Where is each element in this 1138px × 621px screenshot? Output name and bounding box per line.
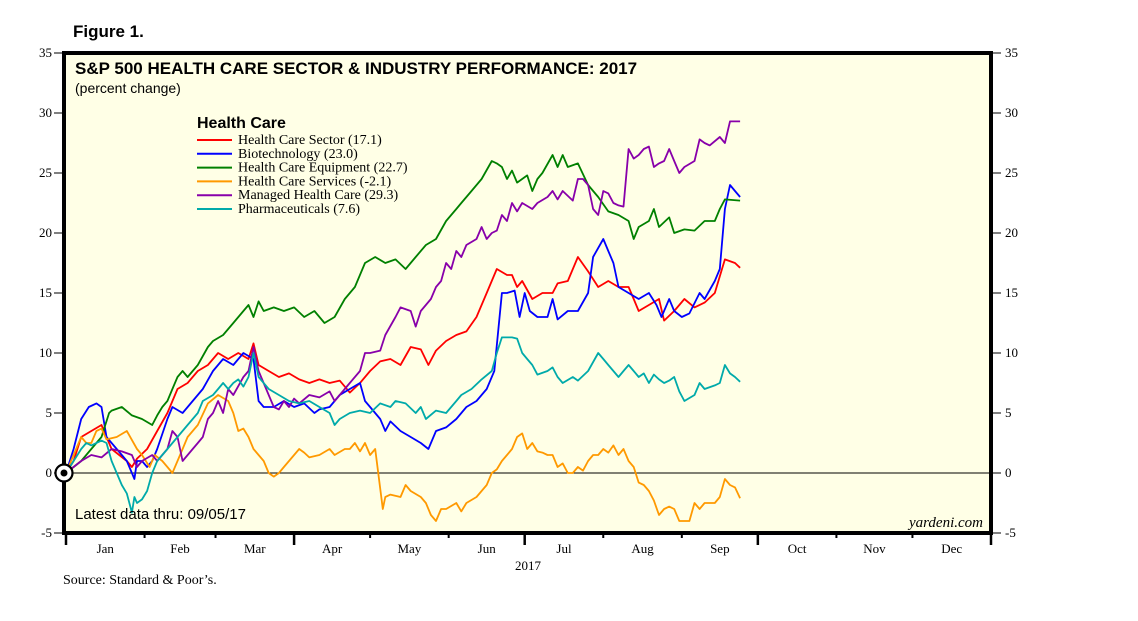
y-tick-label-left: 0: [46, 465, 53, 480]
x-tick-label: Sep: [710, 541, 730, 556]
y-axis-right: -5 0 5 10 15 20 25 30 35: [991, 45, 1018, 540]
legend-item-label: Managed Health Care (29.3): [238, 188, 398, 203]
x-axis-year-label: 2017: [515, 558, 542, 573]
y-tick-label-right: 15: [1005, 285, 1018, 300]
x-tick-label: May: [397, 541, 421, 556]
x-tick-label: Mar: [244, 541, 266, 556]
y-tick-label-left: 35: [39, 45, 52, 60]
series-line-3: [65, 394, 741, 522]
brand-watermark: yardeni.com: [907, 515, 983, 531]
chart-subtitle: (percent change): [75, 80, 181, 96]
x-tick-label: Jan: [97, 541, 115, 556]
y-tick-label-left: 25: [39, 165, 52, 180]
y-tick-label-left: 20: [39, 225, 52, 240]
legend: Health Care Health Care Sector (17.1)Bio…: [197, 115, 408, 217]
y-tick-label-right: -5: [1005, 525, 1016, 540]
legend-item-label: Pharmaceuticals (7.6): [238, 202, 360, 217]
y-tick-label-right: 0: [1005, 465, 1012, 480]
y-tick-label-right: 35: [1005, 45, 1018, 60]
x-tick-label: Nov: [863, 541, 886, 556]
y-axis-left: -5 0 5 10 15 20 25 30 35: [39, 45, 64, 540]
y-tick-label-left: 30: [39, 105, 52, 120]
y-tick-label-right: 10: [1005, 345, 1018, 360]
origin-marker-icon: [54, 463, 74, 483]
y-tick-label-right: 5: [1005, 405, 1012, 420]
source-note: Source: Standard & Poor’s.: [63, 573, 217, 588]
latest-data-note: Latest data thru: 09/05/17: [75, 506, 246, 523]
series-line-2: [65, 154, 741, 474]
series-line-1: [65, 184, 741, 480]
plot-background: [64, 53, 991, 533]
chart-title: S&P 500 HEALTH CARE SECTOR & INDUSTRY PE…: [75, 59, 637, 78]
y-tick-label-left: -5: [41, 525, 52, 540]
legend-item-label: Biotechnology (23.0): [238, 147, 358, 162]
legend-item-label: Health Care Equipment (22.7): [238, 161, 408, 176]
x-tick-label: Aug: [631, 541, 654, 556]
y-tick-label-left: 5: [46, 405, 53, 420]
x-tick-label: Feb: [170, 541, 190, 556]
legend-item-label: Health Care Services (-2.1): [238, 174, 391, 189]
x-tick-label: Oct: [788, 541, 807, 556]
series-layer: [65, 120, 741, 522]
x-axis: Jan Feb Mar Apr May Jun Jul Aug Sep Oct Nov Dec: [64, 533, 993, 556]
x-tick-label: Dec: [941, 541, 962, 556]
y-tick-label-left: 10: [39, 345, 52, 360]
figure-label: Figure 1.: [73, 22, 144, 41]
series-line-5: [65, 336, 741, 514]
series-line-4: [65, 120, 741, 474]
x-tick-label: Jun: [478, 541, 497, 556]
y-tick-label-right: 30: [1005, 105, 1018, 120]
y-tick-label-right: 20: [1005, 225, 1018, 240]
y-tick-label-left: 15: [39, 285, 52, 300]
x-tick-label: Jul: [556, 541, 572, 556]
series-line-0: [65, 256, 741, 474]
legend-item-label: Health Care Sector (17.1): [238, 133, 382, 148]
y-tick-label-right: 25: [1005, 165, 1018, 180]
x-tick-label: Apr: [322, 541, 343, 556]
legend-title: Health Care: [197, 115, 286, 132]
